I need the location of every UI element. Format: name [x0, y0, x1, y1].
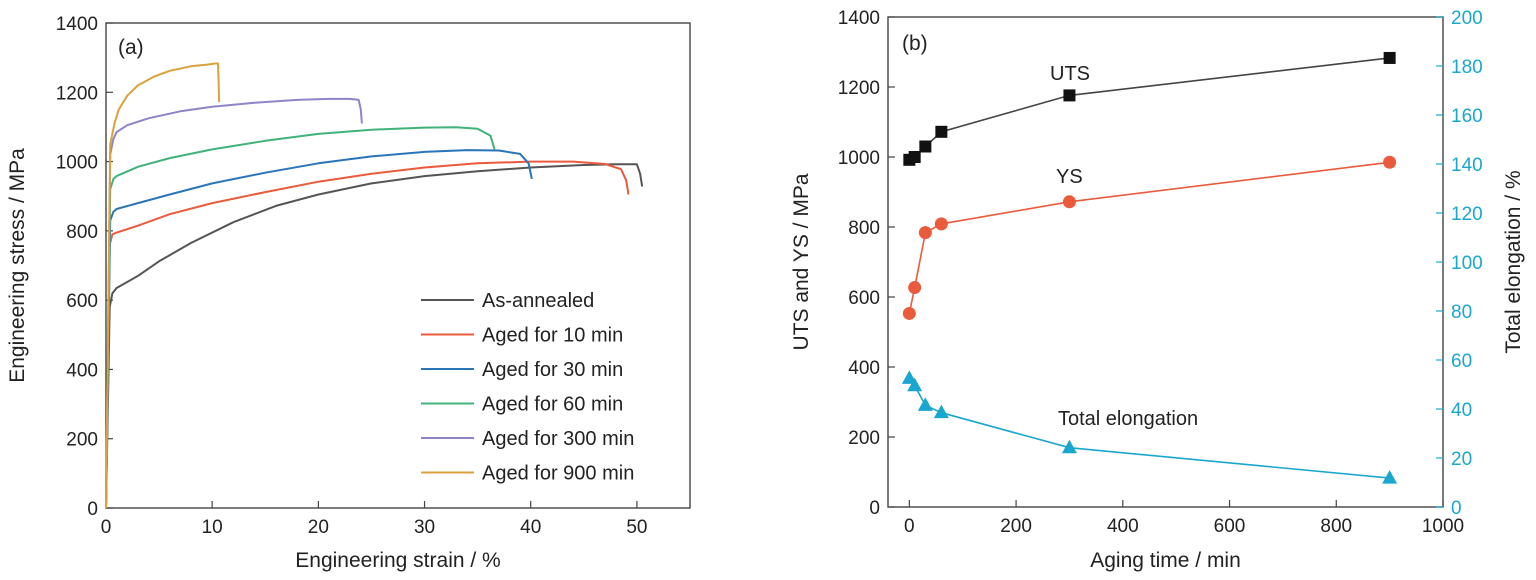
y-tick-label-b: 400 [848, 358, 880, 379]
x-tick-label-a: 30 [414, 517, 435, 538]
elongation-point [907, 377, 923, 392]
ys-point [918, 226, 932, 240]
y-right-tick-label-b: 180 [1451, 57, 1483, 78]
y-tick-label-b: 200 [848, 428, 880, 449]
uts-point [1063, 89, 1076, 102]
y-tick-label-a: 600 [66, 291, 98, 312]
y-axis-label-a: Engineering stress / MPa [6, 148, 29, 383]
y-tick-label-b: 0 [869, 498, 880, 519]
panel-label-b: (b) [902, 32, 928, 55]
elongation-point [1061, 439, 1077, 454]
y-right-tick-label-b: 140 [1451, 155, 1483, 176]
uts-point [908, 151, 921, 163]
legend-entry: Aged for 60 min [482, 394, 623, 416]
y-right-tick-label-b: 20 [1451, 449, 1472, 470]
y-right-tick-label-b: 160 [1451, 106, 1483, 127]
y-tick-label-a: 1200 [56, 83, 98, 104]
elongation-point [1382, 470, 1398, 484]
series-line-aged-10 [105, 160, 630, 509]
ys-point [1062, 195, 1076, 209]
plot-frame-a [105, 22, 691, 509]
legend-entry: As-annealed [482, 290, 594, 312]
uts-point [1383, 51, 1396, 64]
elongation-point [901, 370, 917, 384]
y-tick-label-b: 800 [848, 218, 880, 239]
y-tick-label-b: 1200 [838, 78, 880, 99]
y-tick-label-a: 1000 [56, 153, 98, 174]
x-tick-label-a: 20 [308, 517, 329, 538]
x-tick-label-b: 200 [1000, 516, 1032, 537]
annotation-total-elongation: Total elongation [1058, 408, 1198, 430]
chart-panel-a: 0 10 20 30 40 50 0 200 400 600 800 1000 1200 1400 Engi… [6, 14, 691, 572]
series-line-aged-30 [105, 149, 533, 509]
x-tick-label-b: 400 [1107, 516, 1139, 537]
y-tick-label-a: 200 [66, 430, 98, 451]
ys-point [1383, 155, 1397, 169]
series-line-as-annealed [105, 163, 644, 509]
uts-point [935, 125, 948, 138]
series-line-uts [908, 57, 1390, 161]
y-tick-label-b: 1400 [838, 8, 880, 29]
y-tick-label-a: 400 [66, 360, 98, 381]
elongation-point [917, 397, 933, 411]
legend-entry: Aged for 900 min [482, 463, 634, 485]
ys-point [934, 217, 948, 231]
y-right-tick-label-b: 120 [1451, 204, 1483, 225]
y-tick-label-b: 1000 [838, 148, 880, 169]
elongation-point [933, 404, 949, 419]
y-tick-label-a: 800 [66, 222, 98, 243]
y-right-tick-label-b: 100 [1451, 253, 1483, 274]
x-axis-label-a: Engineering strain / % [295, 549, 500, 572]
legend-entry: Aged for 10 min [482, 325, 623, 347]
x-tick-label-b: 600 [1214, 516, 1246, 537]
x-tick-label-a: 10 [202, 517, 223, 538]
ys-point [908, 281, 922, 295]
y-right-tick-label-b: 200 [1451, 8, 1483, 29]
y-tick-label-a: 0 [87, 499, 98, 520]
y-axis-label-b: UTS and YS / MPa [790, 173, 813, 350]
x-tick-label-a: 40 [520, 517, 541, 538]
x-axis-label-b: Aging time / min [1090, 549, 1241, 572]
annotation-ys: YS [1056, 166, 1083, 188]
x-tick-label-b: 1000 [1422, 516, 1464, 537]
ys-point [902, 306, 916, 320]
y-right-tick-label-b: 40 [1451, 400, 1472, 421]
legend-entry: Aged for 300 min [482, 428, 634, 450]
annotation-uts: UTS [1050, 63, 1090, 85]
chart-panel-b: 0 200 400 600 800 100002004006008001000120014… [790, 8, 1525, 572]
x-tick-label-a: 50 [626, 517, 647, 538]
x-tick-label-b: 0 [904, 516, 915, 537]
series-line-ys [908, 161, 1390, 314]
y-right-tick-label-b: 60 [1451, 351, 1472, 372]
panel-label-a: (a) [118, 36, 144, 59]
x-tick-label-b: 800 [1320, 516, 1352, 537]
series-line-aged-300 [105, 97, 363, 509]
series-line-aged-60 [105, 126, 496, 509]
x-tick-label-a: 0 [101, 517, 112, 538]
uts-point [919, 140, 932, 153]
plot-frame-b [887, 16, 1444, 508]
y-tick-label-a: 1400 [56, 14, 98, 35]
series-line-aged-900 [105, 62, 221, 509]
y-right-tick-label-b: 0 [1451, 498, 1462, 519]
y-right-axis-label-b: Total elongation / % [1502, 170, 1525, 353]
y-right-tick-label-b: 80 [1451, 302, 1472, 323]
y-tick-label-b: 600 [848, 288, 880, 309]
legend-entry: Aged for 30 min [482, 359, 623, 381]
